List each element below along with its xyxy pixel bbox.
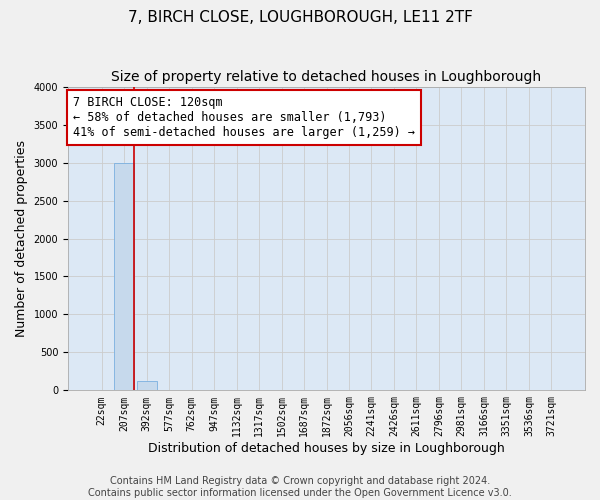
Text: 7, BIRCH CLOSE, LOUGHBOROUGH, LE11 2TF: 7, BIRCH CLOSE, LOUGHBOROUGH, LE11 2TF (128, 10, 472, 25)
Text: Contains HM Land Registry data © Crown copyright and database right 2024.
Contai: Contains HM Land Registry data © Crown c… (88, 476, 512, 498)
Bar (137, 382, 157, 390)
Y-axis label: Number of detached properties: Number of detached properties (15, 140, 28, 337)
Text: 7 BIRCH CLOSE: 120sqm
← 58% of detached houses are smaller (1,793)
41% of semi-d: 7 BIRCH CLOSE: 120sqm ← 58% of detached … (73, 96, 415, 138)
Title: Size of property relative to detached houses in Loughborough: Size of property relative to detached ho… (112, 70, 542, 84)
Bar (114, 162, 134, 390)
X-axis label: Distribution of detached houses by size in Loughborough: Distribution of detached houses by size … (148, 442, 505, 455)
